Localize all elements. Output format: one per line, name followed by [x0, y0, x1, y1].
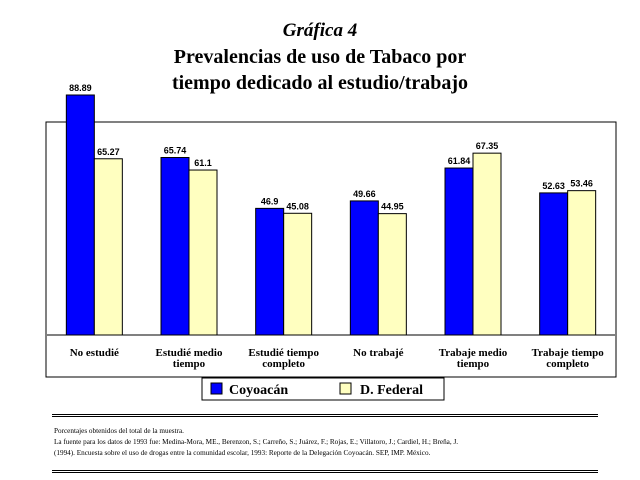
plot-area [45, 121, 617, 378]
chart-title-line1: Prevalencias de uso de Tabaco por [173, 46, 467, 68]
data-label-federal: 67.35 [476, 141, 499, 151]
bar-coyoacan [160, 157, 190, 336]
legend-label-federal: D. Federal [360, 383, 423, 398]
bar-coyoacan [65, 94, 95, 336]
bar-federal [283, 212, 313, 336]
chart-title-line2: tiempo dedicado al estudio/trabajo [171, 72, 469, 94]
legend-box [201, 377, 445, 401]
data-label-federal: 65.27 [97, 147, 120, 157]
data-label-coyoacan: 46.9 [261, 196, 279, 206]
bar-federal [93, 158, 123, 336]
bar-federal [567, 190, 597, 336]
data-label-federal: 53.46 [570, 179, 593, 189]
bar-coyoacan [255, 207, 285, 336]
bar-coyoacan [349, 200, 379, 336]
notes-rule-top [52, 414, 598, 417]
data-label-federal: 45.08 [286, 201, 309, 211]
x-tick-label: completo [546, 358, 589, 370]
x-tick-label: Estudié tiempo [248, 347, 319, 359]
figure-label: Gráfica 4 [282, 20, 358, 41]
data-label-coyoacan: 88.89 [69, 83, 92, 93]
note-line: (1994). Encuesta sobre el uso de drogas … [54, 449, 431, 457]
data-label-federal: 44.95 [381, 202, 404, 212]
bar-federal [377, 213, 407, 336]
bar-coyoacan [539, 192, 569, 336]
data-label-coyoacan: 52.63 [542, 181, 565, 191]
x-tick-label: completo [262, 358, 305, 370]
legend: Coyoacán D. Federal [201, 377, 445, 401]
x-tick-label: No trabajé [353, 347, 404, 359]
x-tick-label: tiempo [173, 358, 206, 370]
x-tick-label: Trabaje tiempo [532, 347, 605, 359]
x-tick-label: No estudié [70, 347, 119, 359]
x-tick-label: Trabaje medio [439, 347, 508, 359]
legend-swatch-federal [339, 382, 352, 395]
bar-federal [188, 169, 218, 336]
notes-rule-bottom [52, 470, 598, 473]
legend-label-coyoacan: Coyoacán [229, 383, 288, 398]
data-label-coyoacan: 65.74 [164, 146, 187, 156]
bar-chart: 88.89 65.27 65.74 61.1 46.9 45.08 49.66 44.95 61… [45, 83, 617, 401]
legend-swatch-coyoacan [210, 382, 223, 395]
data-label-coyoacan: 49.66 [353, 189, 376, 199]
bar-federal [472, 152, 502, 336]
source-notes: Porcentajes obtenidos del total de la mu… [54, 426, 614, 459]
bar-coyoacan [444, 167, 474, 336]
x-tick-label: Estudié medio [156, 347, 223, 359]
x-tick-label: tiempo [457, 358, 490, 370]
data-label-coyoacan: 61.84 [448, 156, 471, 166]
note-line: Porcentajes obtenidos del total de la mu… [54, 427, 184, 435]
note-line: La fuente para los datos de 1993 fue: Me… [54, 438, 459, 446]
data-label-federal: 61.1 [194, 158, 212, 168]
